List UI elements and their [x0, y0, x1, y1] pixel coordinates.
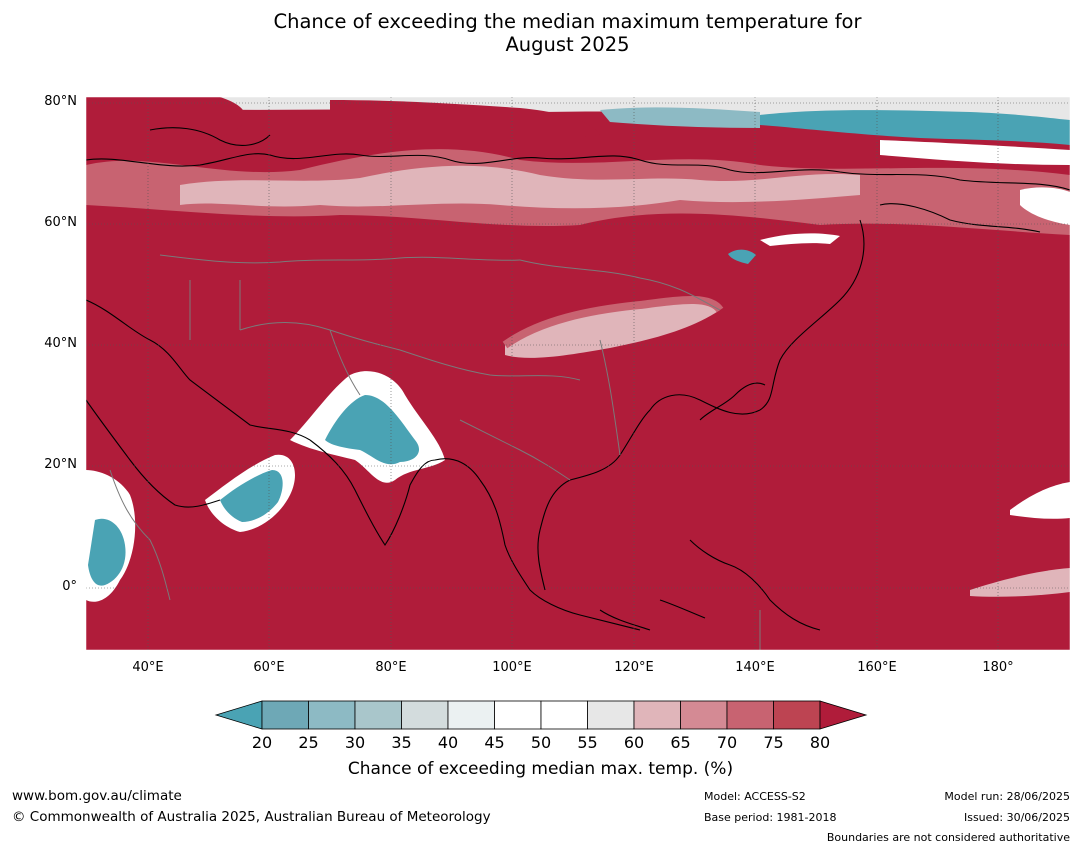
colorbar-segment	[308, 700, 356, 730]
region-siberia-hot-patch	[86, 97, 246, 145]
footer-model-run: Model run: 28/06/2025	[944, 790, 1070, 803]
region-arctic-cool-light	[600, 107, 760, 128]
colorbar-extend-high	[819, 700, 868, 730]
region-arctic-white	[880, 140, 1070, 165]
lon-label-120e: 120°E	[614, 660, 654, 675]
region-kamchatka-band	[760, 233, 840, 246]
colorbar-tick-label: 40	[437, 733, 459, 752]
map-frame	[85, 96, 1071, 651]
region-arctic-hot-patch	[330, 100, 600, 140]
lat-label-0: 0°	[62, 579, 77, 594]
colorbar-tick-label: 50	[530, 733, 552, 752]
colorbar-segment	[540, 700, 588, 730]
colorbar-label: Chance of exceeding median max. temp. (%…	[347, 759, 734, 779]
lon-label-140e: 140°E	[735, 660, 775, 675]
region-china-mild	[505, 300, 720, 358]
colorbar-segment	[773, 700, 821, 730]
map-svg	[85, 96, 1071, 651]
lon-label-180: 180°	[982, 660, 1014, 675]
gridlines	[86, 97, 1070, 650]
footer-copyright: © Commonwealth of Australia 2025, Austra…	[12, 809, 491, 825]
colorbar-tick-label: 60	[623, 733, 645, 752]
region-arabian-sea-cool	[220, 470, 283, 522]
region-sakhalin-cool	[728, 249, 756, 264]
colorbar-segment	[261, 700, 309, 730]
region-africa-cool	[88, 518, 126, 586]
colorbar-tick-label: 30	[344, 733, 366, 752]
colorbar-tick-label: 65	[670, 733, 691, 752]
region-pacific-mild	[970, 568, 1070, 597]
lat-label-80n: 80°N	[44, 94, 77, 109]
colorbar-tick-label: 80	[809, 733, 831, 752]
colorbar-segment	[587, 700, 635, 730]
colorbar-tick-label: 20	[251, 733, 273, 752]
region-pacific-white	[1010, 482, 1070, 519]
lon-label-40e: 40°E	[132, 660, 164, 675]
lon-label-160e: 160°E	[857, 660, 897, 675]
lat-label-60n: 60°N	[44, 215, 77, 230]
lat-label-40n: 40°N	[44, 336, 77, 351]
colorbar-tick-label: 45	[484, 733, 505, 752]
colorbar-segment	[354, 700, 402, 730]
region-india-cool	[325, 395, 420, 465]
footer-url[interactable]: www.bom.gov.au/climate	[12, 788, 182, 804]
chart-title: Chance of exceeding the median maximum t…	[0, 10, 1081, 56]
colorbar-segment	[447, 700, 495, 730]
colorbar-tick-label: 35	[391, 733, 412, 752]
footer-disclaimer: Boundaries are not considered authoritat…	[826, 831, 1070, 844]
footer-base-period: Base period: 1981-2018	[704, 811, 837, 824]
colorbar	[214, 700, 868, 730]
footer-model: Model: ACCESS-S2	[704, 790, 806, 803]
colorbar-extend-low	[214, 700, 263, 730]
colorbar-tick-label: 55	[577, 733, 598, 752]
colorbar-tick-label: 75	[763, 733, 784, 752]
colorbar-segment	[726, 700, 774, 730]
colorbar-segment	[633, 700, 681, 730]
region-arctic-cool	[760, 110, 1070, 145]
colorbar-segment	[680, 700, 728, 730]
map-area	[86, 97, 1070, 650]
lon-label-80e: 80°E	[375, 660, 407, 675]
colorbar-tick-label: 25	[298, 733, 319, 752]
colorbar-segment	[494, 700, 542, 730]
country-boundaries	[109, 254, 761, 650]
title-line-1: Chance of exceeding the median maximum t…	[273, 10, 862, 33]
region-north-america-edge	[1020, 187, 1070, 225]
lat-label-20n: 20°N	[44, 457, 77, 472]
colorbar-segment	[401, 700, 449, 730]
coastlines	[86, 127, 1070, 631]
title-line-2: August 2025	[505, 33, 630, 56]
footer-issued: Issued: 30/06/2025	[963, 811, 1070, 824]
lon-label-100e: 100°E	[492, 660, 532, 675]
lon-label-60e: 60°E	[253, 660, 285, 675]
region-north-light-band	[180, 165, 860, 209]
colorbar-tick-label: 70	[716, 733, 738, 752]
